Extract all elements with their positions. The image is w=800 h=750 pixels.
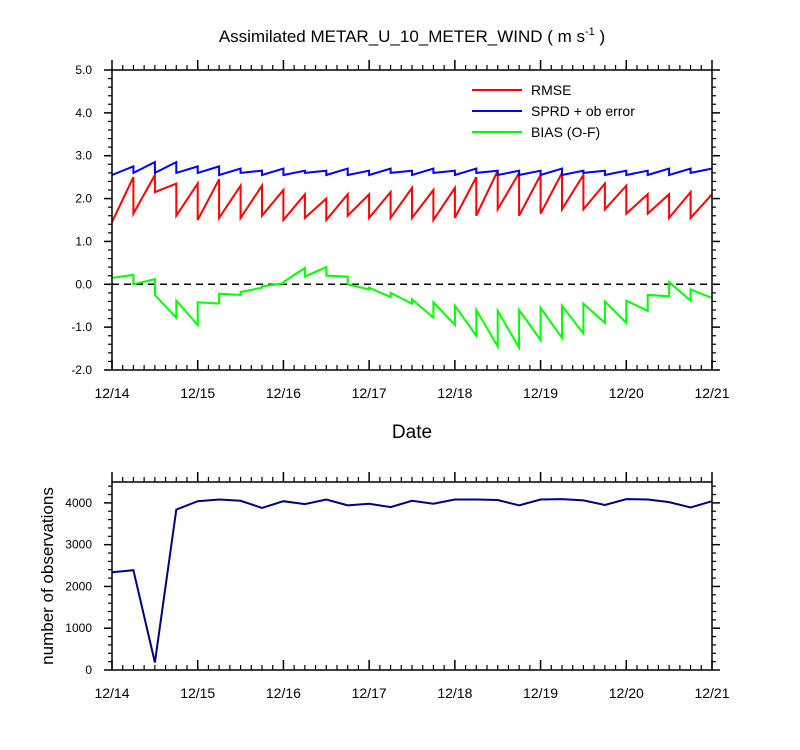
- x-tick-label: 12/21: [694, 385, 729, 401]
- legend-label: SPRD + ob error: [531, 103, 635, 119]
- y-tick-label: 3000: [65, 538, 92, 552]
- x-tick-label: 12/15: [180, 685, 215, 701]
- y-tick-label: 0.0: [75, 277, 92, 291]
- x-tick-label: 12/16: [266, 385, 301, 401]
- x-tick-label: 12/18: [437, 385, 472, 401]
- bias-rmse-panel: 12/14 12/15 12/16 12/17 12/18 12/19 12/20 12/21…: [71, 26, 729, 443]
- x-tick-label: 12/18: [437, 685, 472, 701]
- chart-title-text: Assimilated METAR_U_10_METER_WIND ( m s: [219, 27, 585, 46]
- x-tick-label: 12/15: [180, 385, 215, 401]
- x-tick-label: 12/21: [694, 685, 729, 701]
- y-tick-label: 0: [85, 663, 92, 677]
- series-line-bias-o-f: [111, 265, 713, 352]
- x-tick-label: 12/20: [609, 685, 644, 701]
- y-tick-label: 2000: [65, 579, 92, 593]
- y-tick-label: 1.0: [75, 234, 92, 248]
- y-tick-label: -2.0: [71, 363, 92, 377]
- x-tick-label: 12/19: [523, 385, 558, 401]
- y-tick-label: 3.0: [75, 149, 92, 163]
- observation-count-panel: 12/14 12/15 12/16 12/17 12/18 12/19 12/20 12/21…: [38, 472, 730, 701]
- legend-label: RMSE: [531, 82, 571, 98]
- x-tick-label: 12/17: [352, 685, 387, 701]
- series-line-rmse: [111, 169, 713, 224]
- y-tick-label: 4.0: [75, 106, 92, 120]
- series-line-sprd-ob-error: [111, 160, 713, 177]
- chart-title: Assimilated METAR_U_10_METER_WIND ( m s-…: [219, 26, 605, 46]
- x-tick-label: 12/16: [266, 685, 301, 701]
- y-tick-label: 4000: [65, 496, 92, 510]
- y-tick-label: -1.0: [71, 320, 92, 334]
- x-tick-label: 12/17: [352, 385, 387, 401]
- y-tick-label: 2.0: [75, 192, 92, 206]
- x-axis-label: Date: [392, 422, 432, 443]
- y-axis-label: number of observations: [38, 487, 57, 665]
- plot-frame: [111, 481, 713, 671]
- legend-label: BIAS (O-F): [531, 124, 600, 140]
- series-line-observations: [111, 498, 713, 663]
- y-tick-label: 5.0: [75, 63, 92, 77]
- x-tick-label: 12/14: [94, 685, 129, 701]
- chart-title-close: ): [595, 27, 605, 46]
- y-tick-label: 1000: [65, 621, 92, 635]
- chart-title-unit-superscript: -1: [585, 26, 595, 38]
- x-tick-label: 12/14: [94, 385, 129, 401]
- x-tick-label: 12/19: [523, 685, 558, 701]
- x-tick-label: 12/20: [609, 385, 644, 401]
